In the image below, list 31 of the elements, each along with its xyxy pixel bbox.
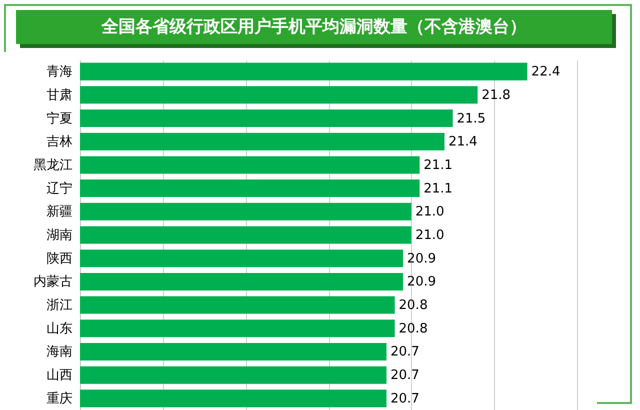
data-label: 21.1: [424, 181, 453, 196]
data-label: 21.0: [415, 228, 444, 243]
y-tick-label: 青海: [46, 64, 72, 80]
data-label: 20.8: [398, 321, 428, 336]
data-label: 20.8: [398, 298, 428, 314]
y-tick-label: 新疆: [46, 204, 72, 220]
y-tick-label: 海南: [46, 344, 72, 360]
y-tick-label: 陕西: [46, 251, 72, 266]
y-tick-label: 重庆: [46, 391, 72, 406]
y-tick-label: 辽宁: [46, 180, 72, 196]
y-tick-label: 甘肃: [46, 88, 72, 103]
chart-title: 全国各省级行政区用户手机平均漏洞数量（不含港澳台）: [16, 10, 612, 44]
data-label: 21.0: [415, 204, 444, 220]
data-label: 21.8: [482, 88, 511, 103]
y-tick-label: 黑龙江: [34, 158, 72, 173]
data-label: 20.9: [407, 251, 436, 266]
data-label: 20.7: [390, 344, 420, 360]
data-label: 20.7: [390, 391, 420, 406]
y-tick-label: 吉林: [46, 134, 72, 150]
y-tick-label: 湖南: [46, 228, 72, 243]
data-label: 21.4: [448, 134, 478, 150]
data-label: 20.9: [407, 274, 436, 290]
y-tick-label: 山东: [46, 321, 72, 336]
y-tick-label: 浙江: [46, 298, 72, 314]
data-label: 22.4: [531, 64, 560, 80]
y-tick-label: 山西: [46, 368, 72, 384]
y-tick-label: 内蒙古: [34, 274, 72, 290]
data-label: 21.5: [456, 111, 486, 126]
y-tick-label: 宁夏: [46, 110, 72, 126]
data-label: 20.7: [390, 368, 420, 384]
data-label: 21.1: [424, 158, 453, 173]
